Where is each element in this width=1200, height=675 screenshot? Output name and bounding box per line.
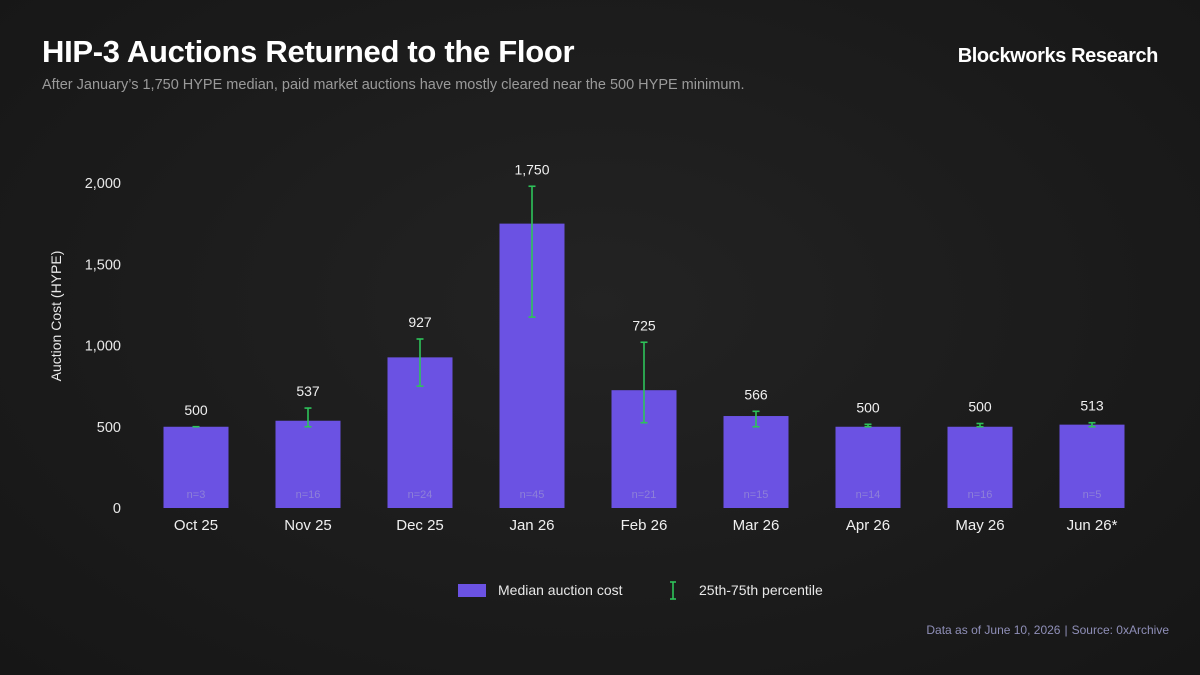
x-tick-label: Nov 25 [284, 517, 332, 534]
legend-label-median: Median auction cost [498, 582, 623, 598]
footer-separator: | [1064, 623, 1068, 637]
data-source: Source: 0xArchive [1071, 623, 1169, 637]
x-tick-label: Oct 25 [174, 517, 218, 534]
legend-swatch-median [458, 584, 486, 597]
bar [1059, 424, 1125, 508]
footer: Data as of June 10, 2026 | Source: 0xArchi… [926, 623, 1169, 637]
error-bar [640, 341, 648, 424]
value-label: 513 [1080, 398, 1104, 414]
legend-swatch-percentile [670, 581, 676, 600]
error-bar [864, 423, 872, 428]
n-labels: n=3 n=16 n=24 n=45 n=21 n=15 n=14 n=16 n=5 [187, 489, 1102, 501]
legend-label-percentile: 25th-75th percentile [699, 582, 823, 598]
value-label: 1,750 [514, 161, 549, 177]
sample-size-label: n=15 [744, 489, 769, 501]
value-label: 725 [632, 317, 656, 333]
error-bar [752, 410, 760, 428]
data-date: Data as of June 10, 2026 [926, 623, 1061, 637]
x-tick-label: Jan 26 [509, 517, 554, 534]
chart-title: HIP-3 Auctions Returned to the Floor [42, 34, 575, 69]
value-label: 500 [856, 399, 880, 415]
bar [947, 426, 1013, 508]
legend: Median auction cost 25th-75th percentile [458, 581, 823, 600]
error-bar [1088, 421, 1096, 428]
x-axis: Oct 25 Nov 25 Dec 25 Jan 26 Feb 26 Mar 26 Apr … [174, 517, 1118, 534]
sample-size-label: n=16 [968, 489, 993, 501]
sample-size-label: n=24 [408, 489, 433, 501]
brand-logo: Blockworks Research [957, 45, 1159, 67]
error-bar [416, 338, 424, 387]
sample-size-label: n=16 [296, 489, 321, 501]
chart-subtitle: After January’s 1,750 HYPE median, paid … [42, 77, 745, 93]
bar [275, 420, 341, 508]
y-tick-label: 1,000 [85, 339, 121, 355]
value-label: 500 [184, 402, 208, 418]
value-label: 927 [408, 314, 432, 330]
sample-size-label: n=3 [187, 489, 206, 501]
bar [835, 426, 901, 508]
bar [723, 416, 789, 508]
x-tick-label: May 26 [955, 517, 1004, 534]
y-tick-label: 2,000 [85, 176, 121, 192]
y-axis-label: Auction Cost (HYPE) [48, 251, 64, 382]
x-tick-label: Feb 26 [621, 517, 668, 534]
value-label: 537 [296, 383, 320, 399]
error-bar [304, 407, 312, 428]
error-bars [192, 185, 1096, 428]
sample-size-label: n=45 [520, 489, 545, 501]
value-label: 566 [744, 386, 768, 402]
sample-size-label: n=14 [856, 489, 881, 501]
x-tick-label: Jun 26* [1067, 517, 1118, 534]
x-tick-label: Mar 26 [733, 517, 780, 534]
sample-size-label: n=5 [1083, 489, 1102, 501]
y-tick-label: 1,500 [85, 257, 121, 273]
x-tick-label: Apr 26 [846, 517, 890, 534]
error-bar [528, 185, 536, 318]
x-tick-label: Dec 25 [396, 517, 444, 534]
sample-size-label: n=21 [632, 489, 657, 501]
value-labels: 500 537 927 1,750 725 566 500 500 513 [184, 161, 1104, 418]
y-tick-label: 500 [97, 420, 121, 436]
value-label: 500 [968, 399, 992, 415]
y-tick-label: 0 [113, 501, 121, 517]
y-axis: 0 500 1,000 1,500 2,000 [85, 176, 121, 517]
error-bar [976, 422, 984, 428]
bar [163, 426, 229, 508]
